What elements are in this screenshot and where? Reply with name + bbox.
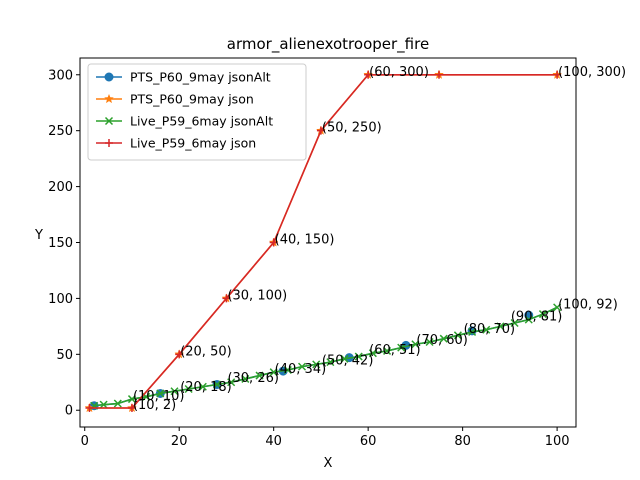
series-2-point [113,399,122,408]
data-label: (10, 2) [133,398,176,413]
y-axis-label: Y [34,228,43,243]
legend-swatch-marker [104,72,114,82]
data-label: (60, 300) [369,65,429,80]
series-2-point [255,371,264,380]
series-2-point [212,380,222,389]
series-2-point [538,310,547,319]
y-tick-label: 300 [48,68,73,83]
series-2-point [340,354,349,363]
data-label: (70, 60) [416,333,468,348]
series-3-point [553,70,562,79]
series-3-point [316,126,325,135]
data-label: (40, 34) [275,362,327,377]
legend-swatch-marker [105,139,113,147]
y-tick-label: 50 [56,348,73,363]
series-3-point [85,403,94,412]
data-label: (50, 250) [322,121,382,136]
data-label: (20, 18) [180,380,232,395]
series-3-point [222,294,231,303]
series-2-point [468,327,477,336]
series-3-point [364,70,373,79]
x-tick-label: 20 [171,434,188,449]
y-tick-label: 200 [48,180,73,195]
legend-swatch-marker [104,93,114,104]
series-2-point [482,325,491,334]
series-3-point [435,70,444,79]
legend-item-label: Live_P59_6may jsonAlt [130,114,273,129]
data-label: (50, 42) [322,353,374,368]
series-2-point [354,352,363,361]
series-2-point [496,322,505,331]
series-2-point [312,360,321,369]
data-label: (100, 300) [558,65,626,80]
data-label: (60, 51) [369,343,421,358]
series-2-point [510,318,519,328]
series-3-point [269,238,278,247]
series-2-point [283,365,292,375]
data-label: (90, 81) [511,310,563,325]
y-tick-label: 250 [48,124,73,139]
data-label: (100, 92) [558,297,618,312]
series-2-point [127,395,136,404]
series-3-point [175,350,184,359]
series-2-point [397,343,406,352]
series-2-point [241,374,250,383]
x-tick-label: 0 [81,434,89,449]
data-label: (30, 26) [227,371,279,386]
series-2-point [383,346,392,355]
y-tick-label: 100 [48,292,73,307]
legend: PTS_P60_9may jsonAlt PTS_P60_9may json Liv… [87,63,307,161]
series-2-point [198,382,207,391]
series-2-point [439,334,448,343]
series-2-point [553,303,562,312]
series-2-point [269,368,278,377]
data-label: (80, 70) [464,322,515,337]
series-line-2 [94,306,558,407]
series-2-point [297,362,307,371]
x-tick-label: 60 [360,434,377,449]
series-2-point [425,337,434,347]
legend-item-label: PTS_P60_9may json [130,92,254,107]
series-2-point [184,384,193,394]
x-axis-label: X [324,456,333,471]
series-2-point [170,387,179,396]
x-tick-label: 40 [265,434,282,449]
series-2-point [227,378,236,387]
legend-box [87,63,307,161]
series-2-point [326,358,335,367]
series-2-point [411,340,420,349]
y-tick-label: 0 [65,404,73,419]
legend-item-label: PTS_P60_9may jsonAlt [130,70,271,85]
data-label: (10, 10) [133,389,185,404]
series-3-point [127,403,136,412]
series-2-point [453,331,462,340]
y-tick-label: 150 [48,236,73,251]
data-label: (20, 50) [180,344,232,359]
x-tick-label: 80 [454,434,471,449]
series-2-point [156,389,165,398]
legend-swatch-marker [104,116,114,126]
legend-item-label: Live_P59_6may json [130,136,256,151]
data-label: (30, 100) [227,288,287,303]
series-2-point [368,349,377,358]
data-label: (40, 150) [275,233,335,248]
series-2-point [99,400,108,409]
chart-title: armor_alienexotrooper_fire [227,35,429,54]
series-2-point [524,315,533,324]
x-tick-label: 100 [545,434,570,449]
